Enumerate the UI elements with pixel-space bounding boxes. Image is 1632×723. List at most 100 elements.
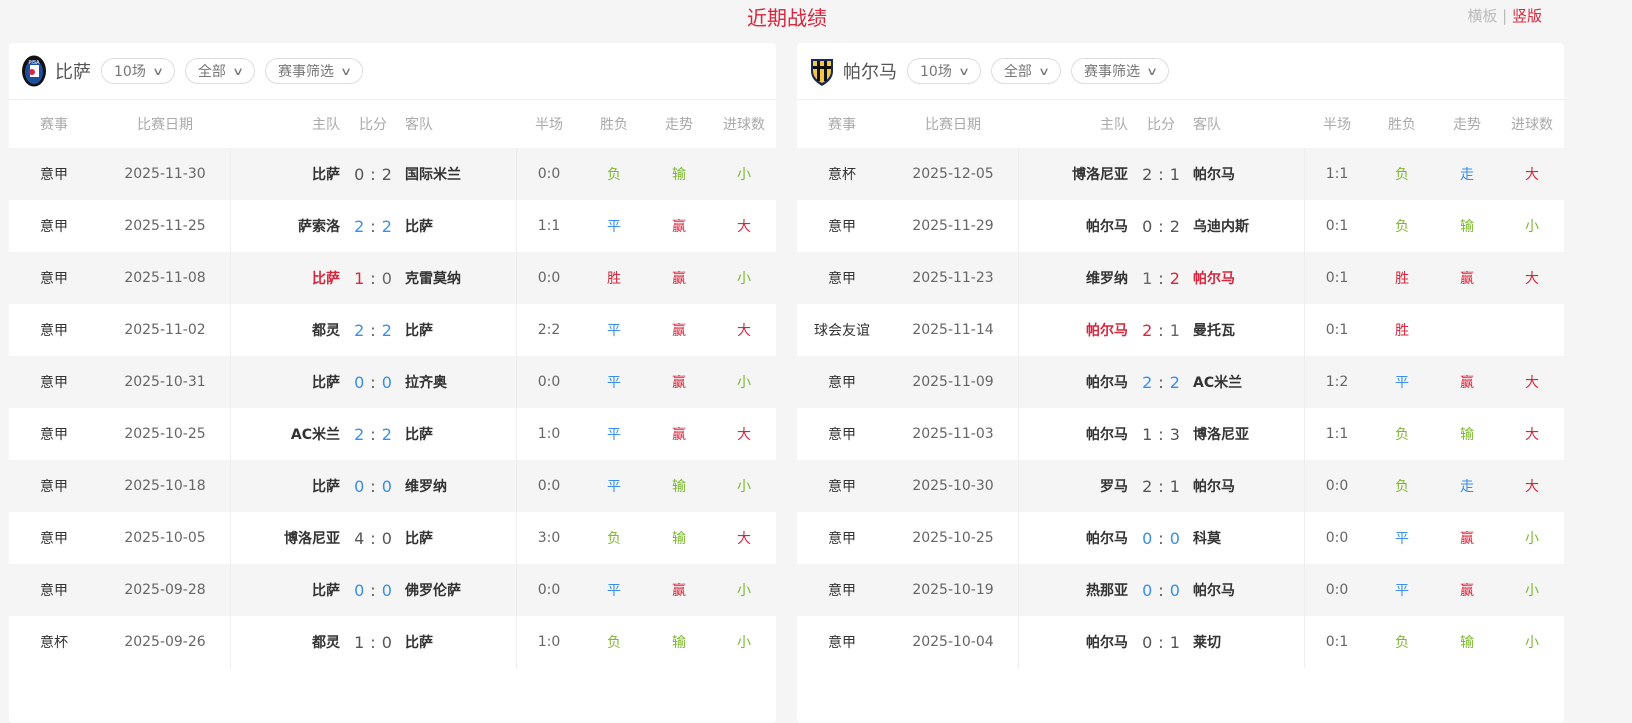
col-goals: 进球数 — [1511, 117, 1553, 133]
competition: 意甲 — [40, 375, 68, 391]
col-date: 比赛日期 — [137, 117, 193, 133]
match-date: 2025-10-19 — [912, 582, 994, 598]
divider — [230, 616, 231, 668]
half-time-score: 0:0 — [537, 374, 561, 390]
home-team: 比萨 — [312, 271, 340, 287]
divider — [516, 460, 517, 512]
dropdown-label: 10场 — [920, 64, 952, 80]
divider — [1018, 356, 1019, 408]
trend — [1437, 304, 1497, 356]
result: 负 — [607, 635, 621, 651]
score: 4 : 0 — [348, 512, 398, 564]
match-row[interactable]: 意杯 2025-12-05 博洛尼亚 2 : 1 帕尔马 1:1 负 走 大 — [797, 148, 1564, 200]
parma-panel: 帕尔马 10场 ∨ 全部 ∨ 赛事筛选 ∨ 赛事 比赛日期 主队 比分 客队 半场 胜负 走… — [797, 43, 1564, 723]
match-row[interactable]: 意甲 2025-11-25 萨索洛 2 : 2 比萨 1:1 平 赢 大 — [9, 200, 776, 252]
divider — [1018, 304, 1019, 356]
competition: 意甲 — [40, 271, 68, 287]
match-row[interactable]: 球会友谊 2025-11-14 帕尔马 2 : 1 曼托瓦 0:1 胜 — [797, 304, 1564, 356]
panel-header: PISA 比萨 10场 ∨ 全部 ∨ 赛事筛选 ∨ — [9, 43, 776, 100]
trend: 输 — [672, 479, 686, 495]
half-time-score: 1:1 — [1325, 166, 1349, 182]
half-time-score: 1:0 — [537, 426, 561, 442]
chevron-down-icon: ∨ — [1037, 64, 1050, 78]
match-row[interactable]: 意甲 2025-09-28 比萨 0 : 0 佛罗伦萨 0:0 平 赢 小 — [9, 564, 776, 616]
half-time-score: 2:2 — [537, 322, 561, 338]
col-half: 半场 — [1323, 117, 1351, 133]
match-row[interactable]: 意甲 2025-10-18 比萨 0 : 0 维罗纳 0:0 平 输 小 — [9, 460, 776, 512]
competition-filter-dropdown[interactable]: 赛事筛选 ∨ — [1070, 58, 1170, 84]
divider — [1304, 304, 1305, 356]
home-score: 2 — [1142, 320, 1153, 340]
divider — [230, 512, 231, 564]
venue-dropdown[interactable]: 全部 ∨ — [990, 58, 1061, 84]
match-row[interactable]: 意甲 2025-11-09 帕尔马 2 : 2 AC米兰 1:2 平 赢 大 — [797, 356, 1564, 408]
competition: 意杯 — [828, 167, 856, 183]
match-row[interactable]: 意甲 2025-11-29 帕尔马 0 : 2 乌迪内斯 0:1 负 输 小 — [797, 200, 1564, 252]
score: 0 : 0 — [348, 356, 398, 408]
half-time-score: 0:0 — [537, 166, 561, 182]
score-colon: : — [1158, 424, 1164, 444]
match-row[interactable]: 意甲 2025-11-03 帕尔马 1 : 3 博洛尼亚 1:1 负 输 大 — [797, 408, 1564, 460]
match-row[interactable]: 意甲 2025-11-23 维罗纳 1 : 2 帕尔马 0:1 胜 赢 大 — [797, 252, 1564, 304]
away-team: 国际米兰 — [405, 167, 461, 183]
result: 平 — [1395, 375, 1409, 391]
divider — [516, 304, 517, 356]
competition: 意甲 — [40, 219, 68, 235]
divider — [516, 408, 517, 460]
match-date: 2025-11-03 — [912, 426, 994, 442]
horizontal-view-link[interactable]: 横板 — [1467, 7, 1498, 25]
half-time-score: 0:0 — [537, 478, 561, 494]
home-team: 帕尔马 — [1086, 375, 1128, 391]
score: 1 : 0 — [348, 616, 398, 668]
match-row[interactable]: 意甲 2025-10-19 热那亚 0 : 0 帕尔马 0:0 平 赢 小 — [797, 564, 1564, 616]
competition: 意甲 — [828, 271, 856, 287]
match-date: 2025-11-30 — [124, 166, 206, 182]
home-score: 2 — [1142, 372, 1153, 392]
away-team: 比萨 — [405, 531, 433, 547]
match-row[interactable]: 意甲 2025-10-25 AC米兰 2 : 2 比萨 1:0 平 赢 大 — [9, 408, 776, 460]
divider — [1304, 616, 1305, 668]
match-count-dropdown[interactable]: 10场 ∨ — [907, 58, 981, 84]
match-row[interactable]: 意甲 2025-10-05 博洛尼亚 4 : 0 比萨 3:0 负 输 大 — [9, 512, 776, 564]
score-colon: : — [370, 424, 376, 444]
match-count-dropdown[interactable]: 10场 ∨ — [101, 58, 175, 84]
goals-over-under: 小 — [737, 167, 751, 183]
divider — [1018, 564, 1019, 616]
match-row[interactable]: 意甲 2025-10-25 帕尔马 0 : 0 科莫 0:0 平 赢 小 — [797, 512, 1564, 564]
match-row[interactable]: 意甲 2025-10-04 帕尔马 0 : 1 莱切 0:1 负 输 小 — [797, 616, 1564, 668]
home-score: 0 — [1142, 632, 1153, 652]
away-score: 2 — [1169, 216, 1180, 236]
match-row[interactable]: 意杯 2025-09-26 都灵 1 : 0 比萨 1:0 负 输 小 — [9, 616, 776, 668]
result: 负 — [1395, 219, 1409, 235]
home-team: 热那亚 — [1086, 583, 1128, 599]
trend: 输 — [1460, 219, 1474, 235]
match-date: 2025-10-31 — [124, 374, 206, 390]
home-team: 比萨 — [312, 375, 340, 391]
venue-dropdown[interactable]: 全部 ∨ — [184, 58, 255, 84]
away-team: 比萨 — [405, 219, 433, 235]
away-team: 帕尔马 — [1193, 167, 1235, 183]
divider — [516, 512, 517, 564]
result: 负 — [607, 531, 621, 547]
dropdown-label: 全部 — [197, 64, 226, 80]
match-date: 2025-10-30 — [912, 478, 994, 494]
result: 平 — [607, 427, 621, 443]
match-row[interactable]: 意甲 2025-11-08 比萨 1 : 0 克雷莫纳 0:0 胜 赢 小 — [9, 252, 776, 304]
score-colon: : — [1158, 632, 1164, 652]
match-date: 2025-11-08 — [124, 270, 206, 286]
match-row[interactable]: 意甲 2025-10-30 罗马 2 : 1 帕尔马 0:0 负 走 大 — [797, 460, 1564, 512]
separator: | — [1502, 7, 1508, 25]
home-score: 2 — [354, 424, 365, 444]
divider — [1304, 148, 1305, 200]
match-row[interactable]: 意甲 2025-10-31 比萨 0 : 0 拉齐奥 0:0 平 赢 小 — [9, 356, 776, 408]
away-score: 1 — [1169, 320, 1180, 340]
divider — [1018, 252, 1019, 304]
half-time-score: 0:1 — [1325, 218, 1349, 234]
col-home: 主队 — [1100, 117, 1128, 133]
match-row[interactable]: 意甲 2025-11-30 比萨 0 : 2 国际米兰 0:0 负 输 小 — [9, 148, 776, 200]
competition-filter-dropdown[interactable]: 赛事筛选 ∨ — [264, 58, 364, 84]
vertical-view-link[interactable]: 竖版 — [1511, 7, 1542, 25]
half-time-score: 0:1 — [1325, 322, 1349, 338]
match-row[interactable]: 意甲 2025-11-02 都灵 2 : 2 比萨 2:2 平 赢 大 — [9, 304, 776, 356]
competition: 意甲 — [828, 479, 856, 495]
